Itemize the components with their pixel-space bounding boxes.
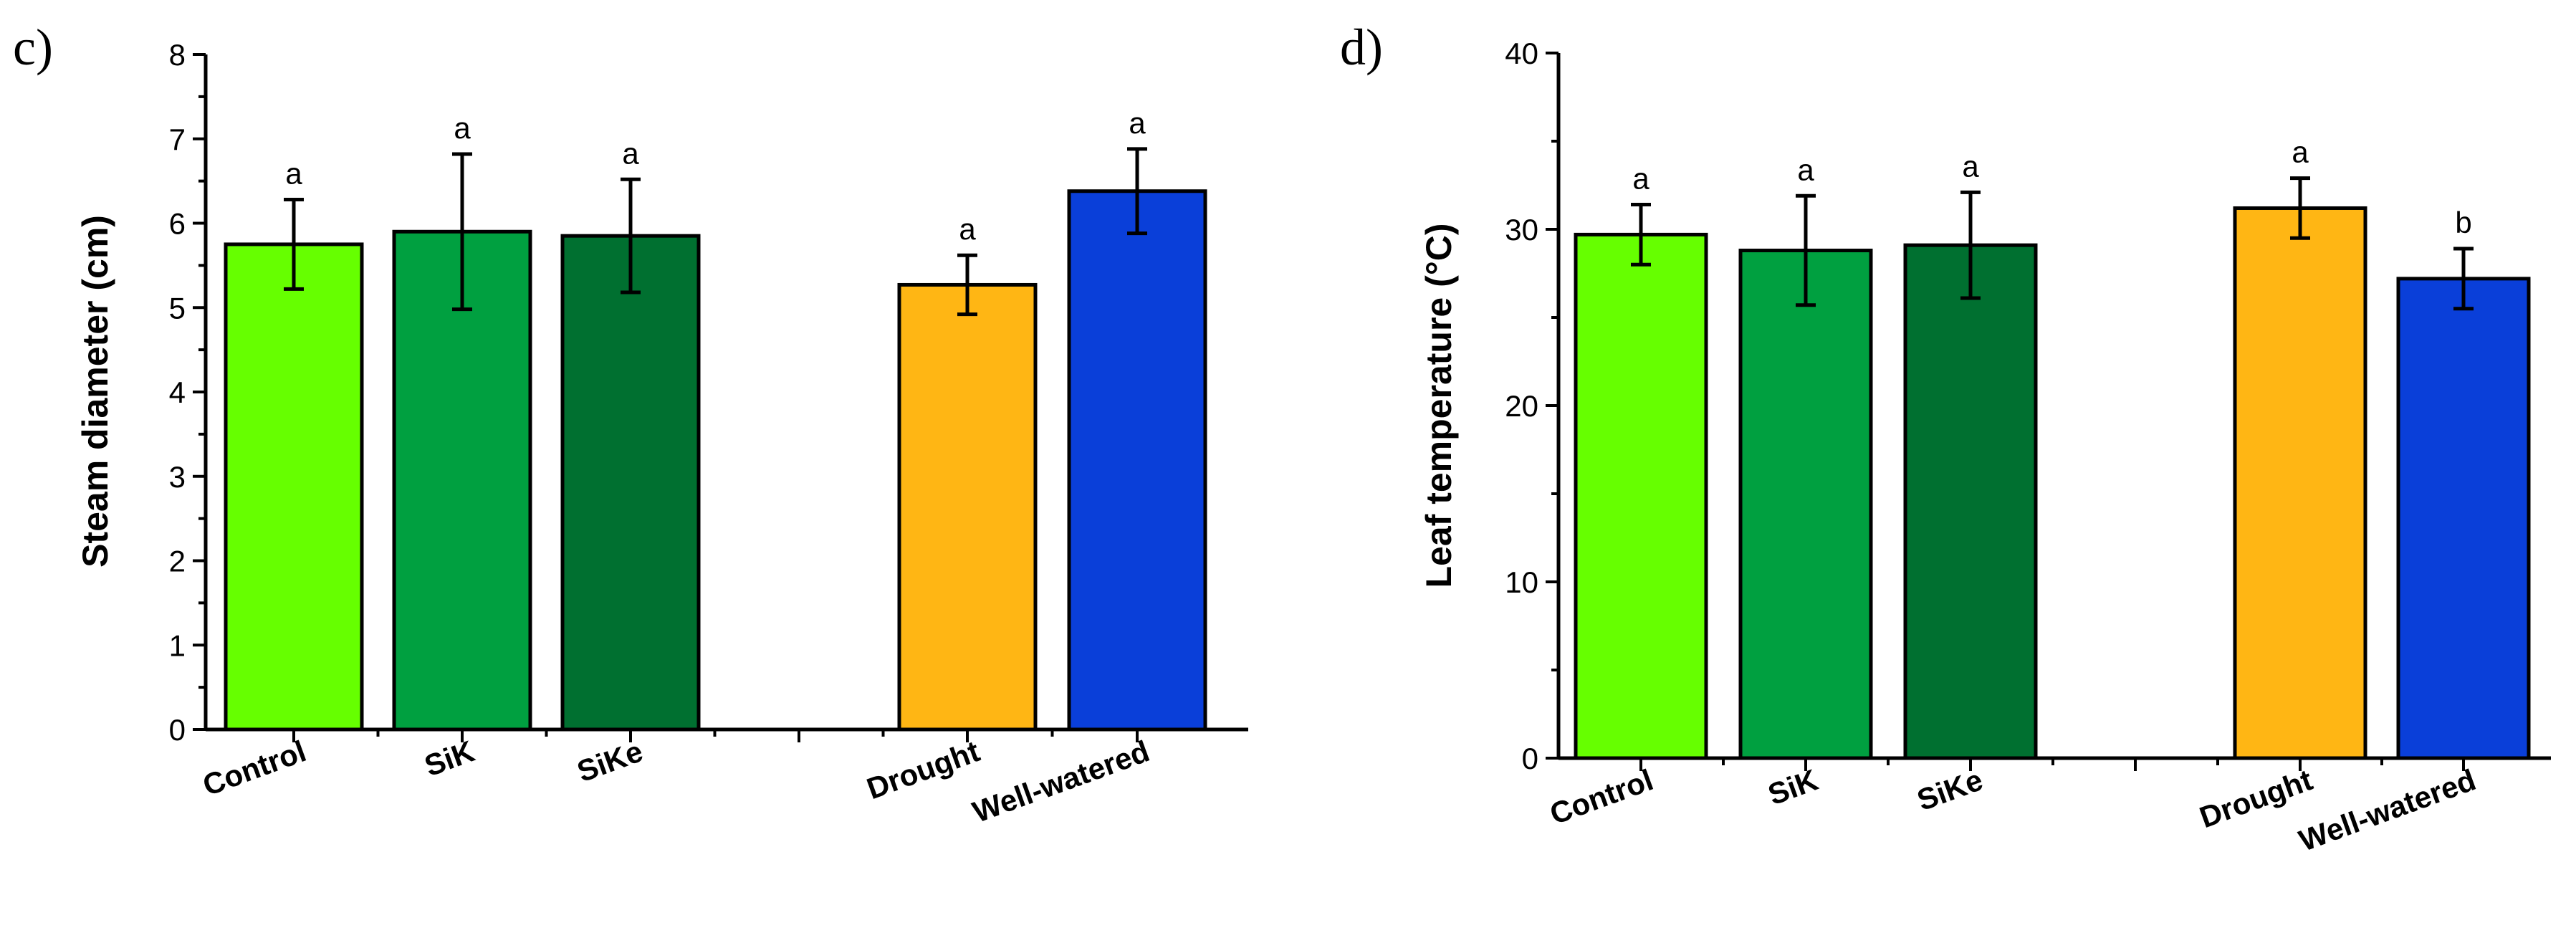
bars-c: a a a a a [224,106,1207,732]
y-tick-label: 6 [169,207,186,241]
category-label: Drought [863,734,985,805]
significance-letter: a [454,111,471,145]
significance-letter: a [622,136,639,170]
y-axis-label-d: Leaf temperature (°C) [1419,224,1459,588]
y-axis-label-c: Steam diameter (cm) [75,215,115,568]
y-tick-label: 2 [169,545,186,578]
bar-sike [560,234,701,732]
y-tick-label: 1 [169,628,186,662]
category-label: Control [198,734,310,802]
y-tick-label: 5 [169,291,186,325]
significance-letter: a [285,157,302,191]
significance-letter: a [1962,149,1979,183]
y-tick-label: 7 [169,123,186,156]
bar-well-watered [1067,189,1207,732]
bar-well-watered [2396,277,2531,760]
y-tick-label: 30 [1505,213,1538,247]
category-label: Control [1546,762,1657,831]
bar-control [1574,232,1708,760]
significance-letter: a [959,212,976,246]
bar-sike [1903,243,2038,760]
y-ticks-c: 0 1 2 3 4 5 6 7 8 [169,38,1139,747]
bar-control [224,242,364,732]
chart-panel-c: c) Steam diameter (cm) 0 1 2 3 4 5 6 7 8 a a a a a C… [13,19,1248,829]
chart-panel-d: d) Leaf temperature (°C) 0 10 20 30 40 a a a a b… [1340,19,2551,858]
significance-letter: a [1632,162,1649,196]
bar-sik [1738,249,1873,760]
y-tick-label: 10 [1505,565,1538,599]
significance-letter: a [1129,106,1146,140]
y-tick-label: 3 [169,460,186,494]
y-tick-label: 20 [1505,389,1538,423]
category-label: Well-watered [968,734,1154,829]
y-tick-label: 4 [169,375,186,409]
y-tick-label: 40 [1505,37,1538,70]
panel-label-d: d) [1340,19,1383,76]
bar-drought [2233,206,2367,760]
category-label: Drought [2196,762,2317,834]
panel-label-c: c) [13,19,53,76]
bar-sik [392,229,532,732]
bar-drought [897,282,1038,732]
y-tick-label: 0 [169,713,186,747]
category-label: SiK [420,734,479,783]
category-label: SiKe [573,734,647,788]
significance-letter: b [2455,206,2471,239]
category-label: Well-watered [2294,762,2480,858]
bars-d: a a a a b [1574,135,2531,760]
y-tick-label: 0 [1522,742,1538,775]
category-label: SiKe [1912,762,1987,817]
y-tick-label: 8 [169,38,186,72]
category-label: SiK [1763,762,1822,811]
significance-letter: a [2292,135,2309,169]
significance-letter: a [1797,153,1814,186]
y-ticks-d: 0 10 20 30 40 [1505,37,2465,775]
